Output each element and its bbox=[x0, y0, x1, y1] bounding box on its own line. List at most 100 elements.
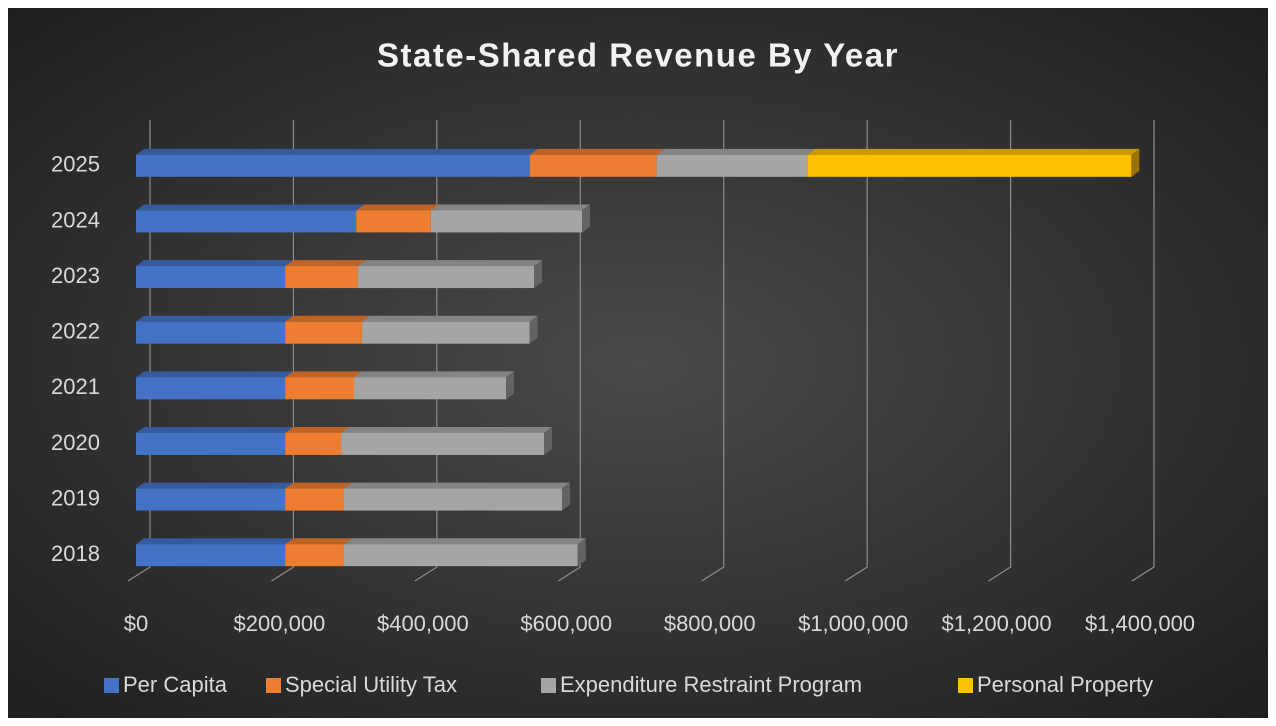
bar-segment bbox=[529, 148, 665, 177]
bar-segment bbox=[343, 482, 570, 511]
bar-segment bbox=[136, 482, 294, 511]
bar-top-face bbox=[136, 204, 365, 211]
bar-front-face bbox=[341, 432, 545, 455]
bar-top-face bbox=[136, 538, 294, 545]
bar-side-face bbox=[529, 315, 538, 344]
bar-segment bbox=[343, 538, 586, 567]
bar-segment bbox=[285, 315, 370, 344]
bar-top-face bbox=[136, 315, 294, 322]
bar-segment bbox=[356, 204, 439, 233]
bar-front-face bbox=[136, 377, 286, 400]
y-tick-label: 2022 bbox=[51, 319, 100, 344]
bar-segment bbox=[136, 426, 294, 455]
bar-front-face bbox=[430, 210, 583, 233]
bar-top-face bbox=[361, 315, 538, 322]
bar-segment bbox=[341, 426, 553, 455]
chart-title: State-Shared Revenue By Year bbox=[377, 37, 899, 74]
bar-front-face bbox=[357, 266, 535, 289]
bar-segment bbox=[136, 315, 294, 344]
x-tick-label: $800,000 bbox=[664, 611, 756, 636]
x-tick-label: $200,000 bbox=[234, 611, 326, 636]
bar-side-face bbox=[577, 538, 586, 567]
x-tick-label: $600,000 bbox=[520, 611, 612, 636]
bar-top-face bbox=[356, 204, 439, 211]
bar-front-face bbox=[285, 544, 344, 567]
bar-segment bbox=[136, 538, 294, 567]
grid-line bbox=[1131, 120, 1155, 582]
bar-front-face bbox=[136, 488, 286, 511]
bar-segment bbox=[136, 204, 365, 233]
y-tick-label: 2024 bbox=[51, 207, 100, 232]
bar-front-face bbox=[285, 377, 355, 400]
bar-side-face bbox=[544, 426, 553, 455]
bar-front-face bbox=[354, 377, 507, 400]
bar-segment bbox=[357, 260, 543, 289]
y-tick-label: 2023 bbox=[51, 263, 100, 288]
bar-segment bbox=[136, 148, 538, 177]
bar-front-face bbox=[343, 544, 578, 567]
bar-segment bbox=[430, 204, 591, 233]
bar-front-face bbox=[136, 266, 286, 289]
x-tick-label: $0 bbox=[124, 611, 148, 636]
grid-line bbox=[844, 120, 868, 582]
bar-top-face bbox=[285, 371, 363, 378]
bar-top-face bbox=[285, 260, 366, 267]
bar-front-face bbox=[136, 544, 286, 567]
bar-top-face bbox=[343, 482, 570, 489]
bar-front-face bbox=[136, 432, 286, 455]
bar-top-face bbox=[136, 260, 294, 267]
bar-side-face bbox=[506, 371, 515, 400]
bar-top-face bbox=[136, 148, 538, 155]
bar-top-face bbox=[354, 371, 515, 378]
bar-front-face bbox=[136, 321, 286, 344]
bar-front-face bbox=[361, 321, 530, 344]
grid-line bbox=[701, 120, 725, 582]
bar-front-face bbox=[285, 432, 342, 455]
bar-segment bbox=[285, 371, 363, 400]
bar-front-face bbox=[343, 488, 562, 511]
bar-segment bbox=[136, 260, 294, 289]
bar-front-face bbox=[529, 154, 657, 177]
bar-segment bbox=[285, 482, 352, 511]
bar-front-face bbox=[285, 321, 362, 344]
bar-side-face bbox=[1131, 148, 1140, 177]
bar-segment bbox=[354, 371, 515, 400]
bar-front-face bbox=[356, 210, 431, 233]
bar-front-face bbox=[136, 210, 357, 233]
x-tick-label: $400,000 bbox=[377, 611, 469, 636]
legend-swatch bbox=[266, 678, 281, 693]
bar-top-face bbox=[136, 482, 294, 489]
chart-background bbox=[8, 8, 1268, 718]
legend-label: Special Utility Tax bbox=[285, 672, 457, 697]
y-tick-label: 2021 bbox=[51, 374, 100, 399]
bar-top-face bbox=[529, 148, 665, 155]
legend-swatch bbox=[958, 678, 973, 693]
bar-segment bbox=[656, 148, 816, 177]
bar-front-face bbox=[136, 154, 530, 177]
bar-top-face bbox=[285, 538, 352, 545]
legend-swatch bbox=[104, 678, 119, 693]
bar-top-face bbox=[656, 148, 816, 155]
bar-segment bbox=[285, 538, 352, 567]
grid-line bbox=[988, 120, 1012, 582]
bar-side-face bbox=[561, 482, 570, 511]
bar-top-face bbox=[357, 260, 543, 267]
bar-top-face bbox=[136, 426, 294, 433]
bar-side-face bbox=[582, 204, 591, 233]
bar-top-face bbox=[343, 538, 586, 545]
legend-label: Per Capita bbox=[123, 672, 228, 697]
x-tick-label: $1,400,000 bbox=[1085, 611, 1195, 636]
bar-top-face bbox=[341, 426, 553, 433]
x-tick-label: $1,200,000 bbox=[942, 611, 1052, 636]
bar-segment bbox=[285, 260, 366, 289]
bar-segment bbox=[136, 371, 294, 400]
y-tick-label: 2020 bbox=[51, 430, 100, 455]
legend-swatch bbox=[541, 678, 556, 693]
bar-segment bbox=[361, 315, 538, 344]
bar-top-face bbox=[430, 204, 591, 211]
legend-label: Expenditure Restraint Program bbox=[560, 672, 862, 697]
grid-line bbox=[557, 120, 581, 582]
bar-front-face bbox=[656, 154, 808, 177]
